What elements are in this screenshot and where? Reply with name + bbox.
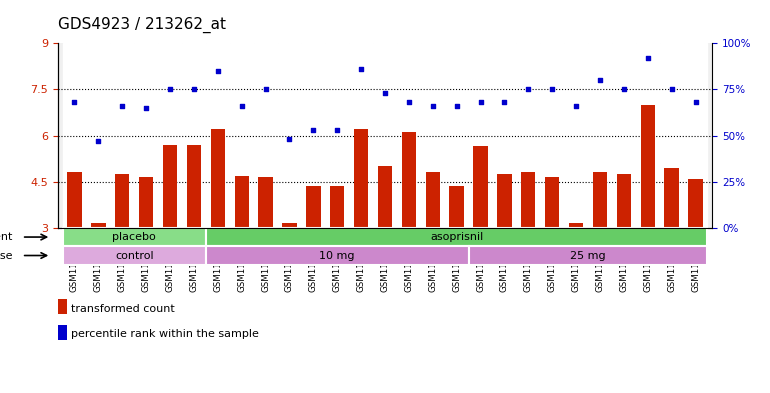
Bar xyxy=(617,174,631,228)
Text: placebo: placebo xyxy=(112,232,156,242)
Bar xyxy=(445,43,469,228)
Bar xyxy=(139,177,153,228)
Bar xyxy=(115,174,129,228)
Bar xyxy=(660,43,684,228)
Bar xyxy=(110,43,134,228)
Bar xyxy=(211,129,225,228)
Point xyxy=(307,127,320,133)
Bar xyxy=(187,145,201,228)
Bar xyxy=(62,246,206,265)
Text: dose: dose xyxy=(0,250,13,261)
Bar xyxy=(301,43,325,228)
Bar xyxy=(588,43,612,228)
Text: 10 mg: 10 mg xyxy=(320,250,355,261)
Point xyxy=(164,86,176,92)
Bar xyxy=(450,186,464,228)
Point xyxy=(140,105,152,111)
Bar xyxy=(206,228,708,246)
Point xyxy=(427,103,439,109)
Bar xyxy=(636,43,660,228)
Bar xyxy=(259,177,273,228)
Bar xyxy=(684,43,708,228)
Point xyxy=(379,90,391,96)
Point xyxy=(116,103,129,109)
Bar xyxy=(158,43,182,228)
Bar xyxy=(421,43,445,228)
Bar xyxy=(330,186,344,228)
Point xyxy=(570,103,582,109)
Point xyxy=(546,86,558,92)
Bar xyxy=(235,176,249,228)
Bar xyxy=(306,186,320,228)
Bar xyxy=(354,129,368,228)
Text: agent: agent xyxy=(0,232,13,242)
Text: percentile rank within the sample: percentile rank within the sample xyxy=(71,329,259,339)
Point xyxy=(665,86,678,92)
Bar xyxy=(349,43,373,228)
Point xyxy=(450,103,463,109)
Point xyxy=(689,99,701,105)
Bar xyxy=(593,173,608,228)
Point xyxy=(92,138,105,144)
Bar xyxy=(545,177,559,228)
Bar xyxy=(688,178,703,228)
Bar xyxy=(162,145,177,228)
Text: 25 mg: 25 mg xyxy=(571,250,606,261)
Bar xyxy=(325,43,349,228)
Bar xyxy=(402,132,416,228)
Point xyxy=(259,86,272,92)
Text: control: control xyxy=(115,250,153,261)
Bar xyxy=(521,173,535,228)
Bar xyxy=(378,166,392,228)
Point xyxy=(212,68,224,74)
Bar xyxy=(229,43,253,228)
Bar xyxy=(206,43,229,228)
Text: transformed count: transformed count xyxy=(71,303,175,314)
Point xyxy=(618,86,630,92)
Point xyxy=(236,103,248,109)
Bar xyxy=(493,43,517,228)
Bar xyxy=(665,168,679,228)
Bar xyxy=(469,246,708,265)
Bar xyxy=(469,43,493,228)
Point xyxy=(498,99,511,105)
Bar xyxy=(474,146,487,228)
Bar xyxy=(206,246,469,265)
Bar xyxy=(541,43,564,228)
Bar xyxy=(373,43,397,228)
Point xyxy=(331,127,343,133)
Point xyxy=(403,99,415,105)
Bar xyxy=(62,228,206,246)
Bar xyxy=(91,223,105,228)
Bar xyxy=(397,43,421,228)
Bar xyxy=(277,43,301,228)
Bar xyxy=(86,43,110,228)
Bar xyxy=(612,43,636,228)
Point xyxy=(283,136,296,142)
Bar xyxy=(426,173,440,228)
Bar xyxy=(182,43,206,228)
Point xyxy=(641,55,654,61)
Text: GDS4923 / 213262_at: GDS4923 / 213262_at xyxy=(58,17,226,33)
Bar xyxy=(62,43,86,228)
Point xyxy=(355,66,367,72)
Bar xyxy=(67,173,82,228)
Text: asoprisnil: asoprisnil xyxy=(430,232,484,242)
Point xyxy=(522,86,534,92)
Point xyxy=(474,99,487,105)
Point xyxy=(69,99,81,105)
Bar xyxy=(569,223,583,228)
Point xyxy=(188,86,200,92)
Bar xyxy=(253,43,277,228)
Point xyxy=(594,77,606,83)
Bar xyxy=(134,43,158,228)
Bar xyxy=(641,105,655,228)
Bar xyxy=(497,174,511,228)
Bar xyxy=(283,223,296,228)
Bar xyxy=(517,43,541,228)
Bar xyxy=(564,43,588,228)
